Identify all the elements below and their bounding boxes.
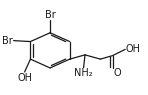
Text: OH: OH [126,44,141,54]
Text: NH₂: NH₂ [74,68,93,78]
Text: Br: Br [45,10,56,20]
Text: O: O [114,68,122,78]
Text: OH: OH [17,73,32,83]
Text: Br: Br [3,36,13,46]
